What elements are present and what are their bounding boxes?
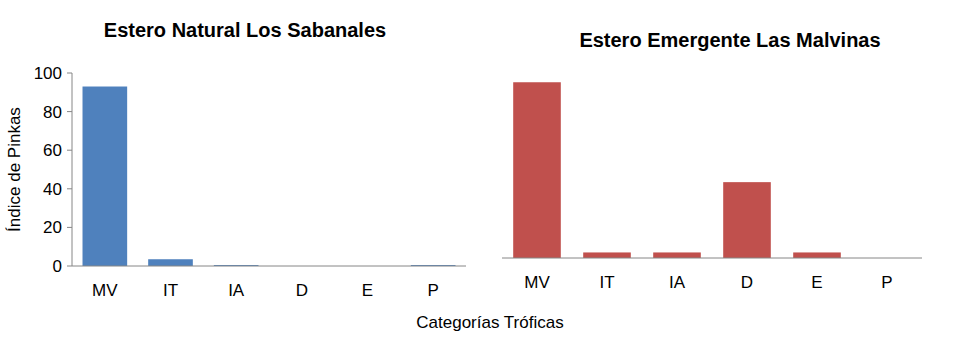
y-tick — [67, 188, 72, 189]
x-tick-label: IA — [228, 281, 245, 300]
chart-title: Estero Natural Los Sabanales — [104, 19, 386, 41]
bar — [83, 87, 128, 266]
x-tick-label: MV — [524, 273, 550, 292]
y-tick — [67, 73, 72, 74]
panel: Estero Emergente Las Malvinas MV IT IA D E P — [502, 29, 922, 292]
y-tick-label: 80 — [43, 103, 62, 122]
chart-title: Estero Emergente Las Malvinas — [579, 29, 880, 51]
x-tick-label: IT — [163, 281, 178, 300]
y-tick — [67, 227, 72, 228]
bars — [83, 87, 456, 266]
bar — [583, 252, 631, 258]
x-tick-label: MV — [92, 281, 118, 300]
bar — [513, 82, 561, 258]
panel: Estero Natural Los Sabanales 0 20 40 60 80 100… — [5, 19, 564, 332]
y-tick-label: 40 — [43, 180, 62, 199]
y-axis-line — [72, 73, 73, 266]
y-axis-label: Índice de Pinkas — [5, 107, 24, 232]
bar — [148, 259, 193, 266]
x-tick-label: E — [811, 273, 822, 292]
x-tick-label: D — [296, 281, 308, 300]
y-tick-label: 0 — [53, 257, 62, 276]
x-axis-line — [502, 258, 922, 259]
x-axis-label: Categorías Tróficas — [416, 313, 563, 332]
y-tick — [67, 266, 72, 267]
x-tick-label: P — [881, 273, 892, 292]
x-tick-label: P — [427, 281, 438, 300]
bars — [513, 82, 841, 258]
bar — [723, 182, 771, 258]
bar — [653, 252, 701, 258]
x-axis-line — [72, 266, 466, 267]
y-tick — [67, 150, 72, 151]
y-tick-label: 100 — [34, 64, 62, 83]
bar — [793, 252, 841, 258]
chart-root: Estero Natural Los Sabanales 0 20 40 60 80 100… — [0, 0, 966, 338]
x-tick-label: IT — [599, 273, 614, 292]
x-tick-label: E — [362, 281, 373, 300]
y-tick — [67, 111, 72, 112]
y-tick-label: 60 — [43, 141, 62, 160]
x-tick-label: D — [741, 273, 753, 292]
y-tick-label: 20 — [43, 218, 62, 237]
x-tick-label: IA — [669, 273, 686, 292]
